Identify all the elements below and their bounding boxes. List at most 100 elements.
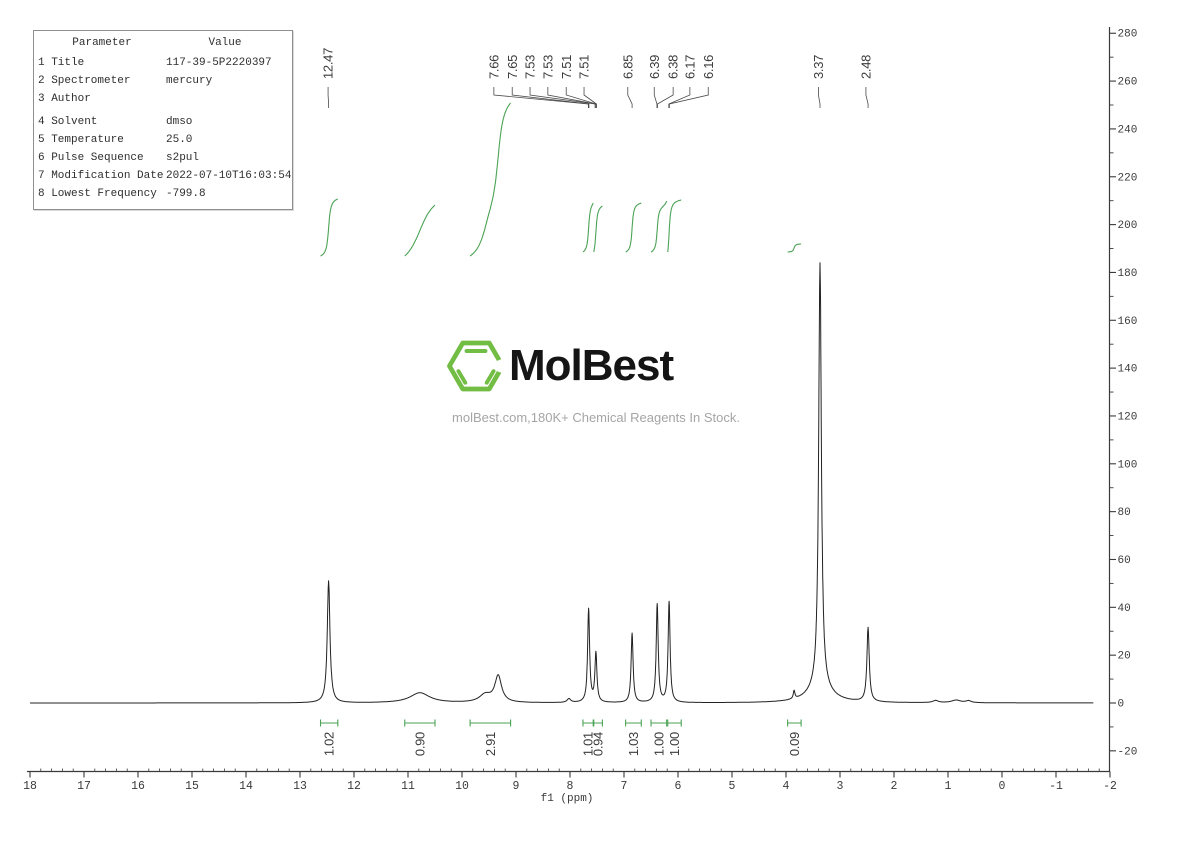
x-axis-tick-label: 6 [675, 780, 682, 793]
x-axis-tick-label: 13 [293, 780, 307, 793]
peak-label-connector [565, 87, 597, 108]
peak-label-connector [627, 87, 633, 108]
watermark-tagline: molBest.com,180K+ Chemical Reagents In S… [452, 410, 740, 425]
peak-shift-label: 7.53 [523, 55, 538, 79]
parameter-name: 6 Pulse Sequence [38, 152, 144, 164]
peak-label-connector [583, 87, 597, 108]
column-header-parameter: Parameter [72, 37, 132, 49]
x-axis-tick-label: 17 [77, 780, 91, 793]
x-axis-tick-label: 2 [891, 780, 898, 793]
parameter-row: 6 Pulse Sequence s2pul [38, 149, 290, 167]
integral-curve [404, 204, 436, 257]
parameter-value: -799.8 [166, 188, 206, 200]
x-axis-tick-label: 18 [23, 780, 37, 793]
parameter-name: 1 Title [38, 57, 85, 69]
x-axis-tick-label: 12 [347, 780, 361, 793]
parameter-row: 2 Spectrometer mercury [38, 72, 290, 90]
parameter-row: 4 Solvent dmso [38, 113, 290, 131]
integral-value: 1.01 [581, 732, 596, 756]
integral-value: 2.91 [483, 732, 498, 756]
integral-value: 1.00 [667, 732, 682, 756]
peak-shift-label: 7.51 [559, 55, 574, 79]
x-axis-tick-label: 10 [455, 780, 469, 793]
parameter-value: mercury [166, 75, 213, 87]
x-axis-tick-label: 0 [999, 780, 1006, 793]
integral-bracket [593, 719, 603, 727]
integral-curve [593, 205, 603, 253]
x-axis-tick-label: 9 [513, 780, 520, 793]
y-axis-tick-label: 180 [1118, 268, 1138, 280]
integral-bracket [650, 719, 668, 727]
parameter-name: 8 Lowest Frequency [38, 188, 157, 200]
integral-bracket [404, 719, 436, 727]
y-axis-tick-label: 0 [1118, 699, 1125, 711]
integral-curve [582, 202, 594, 253]
peak-shift-label: 6.17 [682, 55, 697, 79]
peak-label-connector [668, 87, 691, 108]
integral-curve [787, 243, 802, 253]
brand-wordmark: MolBest [509, 341, 674, 390]
peak-shift-label: 12.47 [321, 48, 336, 79]
peak-label-connector [668, 87, 709, 108]
integral-value: 0.90 [412, 732, 427, 756]
integral-bracket [582, 719, 594, 727]
integral-value: 0.94 [591, 732, 606, 756]
integral-value: 0.09 [787, 732, 802, 756]
integral-curve [650, 200, 668, 253]
y-axis-tick-label: 20 [1118, 651, 1131, 663]
integral-bracket [667, 719, 682, 727]
peak-label-connector [818, 87, 821, 108]
x-axis-tick-label: 16 [131, 780, 145, 793]
x-axis-tick-label: 8 [567, 780, 574, 793]
y-axis-tick-label: 60 [1118, 555, 1131, 567]
y-axis-tick-label: 140 [1118, 364, 1138, 376]
y-axis-tick-label: 160 [1118, 316, 1138, 328]
y-axis-tick-label: 220 [1118, 172, 1138, 184]
integral-value: 1.03 [626, 732, 641, 756]
integral-curve [667, 199, 682, 253]
parameter-name: 3 Author [38, 93, 91, 105]
parameter-row: 3 Author [38, 90, 290, 108]
x-axis-tick-label: 15 [185, 780, 199, 793]
peak-shift-label: 7.66 [486, 55, 501, 79]
y-axis-tick-label: 100 [1118, 459, 1138, 471]
parameter-row: 8 Lowest Frequency -799.8 [38, 185, 290, 203]
peak-label-connector [327, 87, 330, 108]
x-axis-tick-label: 7 [621, 780, 628, 793]
benzene-hexagon-icon [447, 340, 506, 392]
x-axis-tick-label: 1 [945, 780, 952, 793]
parameter-name: 5 Temperature [38, 134, 124, 146]
y-axis-tick-label: 240 [1118, 124, 1138, 136]
parameter-name: 4 Solvent [38, 116, 98, 128]
x-axis-tick-label: 3 [837, 780, 844, 793]
y-axis-tick-label: 120 [1118, 411, 1138, 423]
integral-bracket [625, 719, 642, 727]
parameter-row: 1 Title 117-39-5P2220397 [38, 54, 290, 72]
parameter-value: 2022-07-10T16:03:54 [166, 170, 292, 182]
y-axis-tick-label: 200 [1118, 220, 1138, 232]
parameter-row: 5 Temperature 25.0 [38, 131, 290, 149]
integral-value: 1.02 [322, 732, 337, 756]
peak-label-connector [653, 87, 658, 108]
y-axis-tick-label: 80 [1118, 507, 1131, 519]
peak-shift-label: 6.85 [620, 55, 635, 79]
y-axis-tick-label: 260 [1118, 77, 1138, 89]
peak-label-connector [493, 87, 589, 108]
parameter-value: 117-39-5P2220397 [166, 57, 272, 69]
integral-curve [625, 202, 642, 253]
peak-shift-label: 7.51 [577, 55, 592, 79]
y-axis-tick-label: 40 [1118, 603, 1131, 615]
y-axis-tick-label: 280 [1118, 29, 1138, 41]
x-axis-tick-label: 14 [239, 780, 253, 793]
x-axis-title: f1 (ppm) [541, 793, 594, 805]
peak-shift-label: 6.16 [701, 55, 716, 79]
x-axis-tick-label: -2 [1103, 780, 1117, 793]
integral-bracket [787, 719, 802, 727]
x-axis-tick-label: -1 [1049, 780, 1063, 793]
peak-shift-label: 7.53 [540, 55, 555, 79]
integral-curve [320, 198, 338, 257]
peak-label-connector [865, 87, 869, 108]
parameter-row: 7 Modification Date 2022-07-10T16:03:54 [38, 167, 292, 185]
